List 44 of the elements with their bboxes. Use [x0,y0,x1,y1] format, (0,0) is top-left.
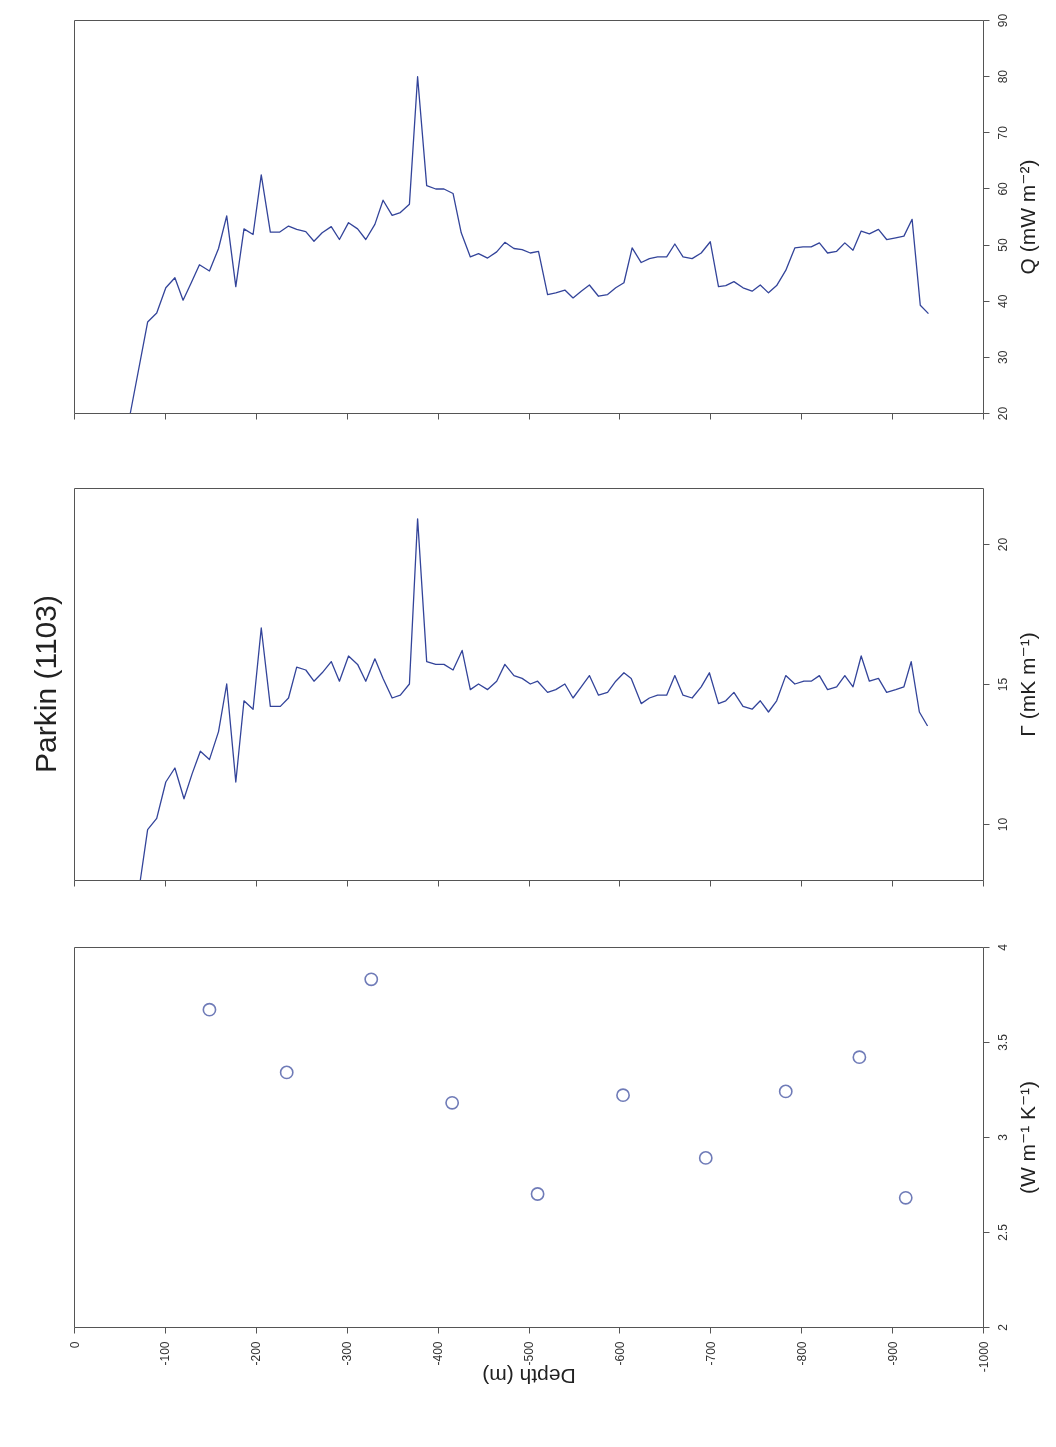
x-tick-label: -1000 [976,1341,991,1373]
y-axis-title: Q (mW m⁻²) [1015,159,1039,275]
point [778,1084,793,1099]
x-tick-label: -500 [522,1341,536,1366]
y-tick-label: 40 [995,294,1010,308]
y-tick-label: 3 [995,1133,1010,1141]
y-tick-label: 60 [995,181,1010,196]
x-tick-label: -300 [340,1341,355,1366]
y-tick-label: 70 [995,125,1010,140]
y-tick-label: 50 [995,238,1010,252]
x-tick-label: -700 [703,1341,718,1366]
y-axis-title: Γ (mK m⁻¹) [1015,632,1039,737]
y-tick-label: 15 [995,677,1010,692]
y-tick-label: 2.5 [995,1223,1010,1241]
point [616,1088,630,1103]
point [852,1050,867,1065]
x-tick-label: -100 [158,1341,173,1366]
y-tick-label: 2 [995,1323,1010,1331]
text: Parkin (1103) [28,595,62,773]
y-tick-label: 90 [995,13,1010,28]
x-tick-label: -800 [794,1341,809,1366]
line-series [139,518,929,881]
x-tick-label: -400 [431,1341,446,1366]
y-tick-label: 3.5 [995,1033,1010,1051]
y-tick-label: 20 [995,537,1010,552]
point [202,1002,217,1017]
x-tick-label: -900 [885,1341,900,1366]
x-tick-label: -200 [249,1341,264,1366]
point [445,1095,460,1110]
y-tick-label: 4 [995,943,1010,951]
y-tick-label: 30 [995,350,1010,365]
y-axis-title: (W m⁻¹ K⁻¹) [1015,1080,1039,1195]
x-tick-label: -600 [612,1341,627,1366]
x-tick-label: 0 [67,1341,82,1349]
point [364,972,379,987]
x-axis-title: Depth (m) [482,1365,576,1389]
line-series [129,76,930,414]
y-tick-label: 10 [995,817,1010,832]
y-tick-label: 80 [995,69,1010,84]
point [530,1187,545,1201]
point [698,1150,713,1165]
point [279,1065,294,1080]
point [898,1190,913,1205]
y-tick-label: 20 [995,406,1010,421]
